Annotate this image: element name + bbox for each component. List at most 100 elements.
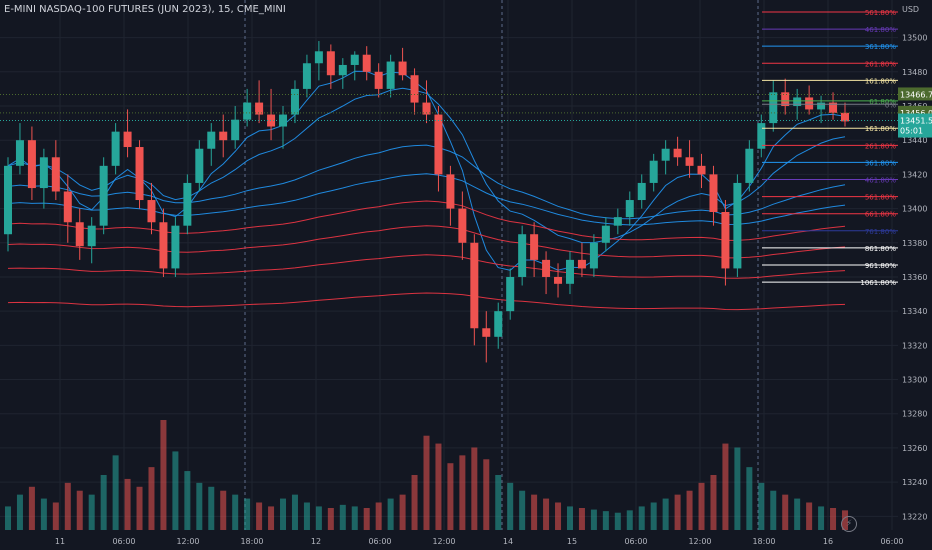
time-tick-label: 12:00 (688, 537, 711, 546)
volume-bar (590, 509, 597, 530)
volume-bar (256, 502, 263, 530)
volume-bar (136, 486, 143, 530)
fib-label: 161.80% (865, 77, 896, 85)
volume-bar (543, 498, 550, 530)
price-tick-label: 13280 (902, 410, 927, 419)
volume-bar (399, 494, 406, 530)
candle-body (446, 174, 455, 209)
volume-bar (411, 475, 418, 530)
volume-bar (686, 490, 693, 530)
price-tick-label: 13400 (902, 205, 927, 214)
grid-lines (0, 0, 898, 530)
volume-bar (339, 504, 346, 530)
candle-body (601, 225, 610, 243)
candle-body (649, 160, 658, 183)
candle-body (841, 112, 849, 122)
candle-body (769, 92, 778, 124)
fib-label: 161.80% (865, 125, 896, 133)
time-tick-label: 12:00 (432, 537, 455, 546)
volume-bar (722, 443, 729, 530)
fib-label: 761.80% (865, 228, 896, 236)
ema-line (7, 200, 846, 241)
fib-label: 361.80% (865, 159, 896, 167)
volume-bar (423, 435, 430, 530)
volume-bar (555, 502, 562, 530)
volume-bar (447, 463, 454, 530)
price-tick-label: 13320 (902, 341, 927, 350)
candle-body (267, 114, 276, 127)
candle-body (219, 131, 228, 141)
volume-bar (351, 506, 358, 530)
volume-bar (16, 494, 23, 530)
time-tick-label: 18:00 (752, 537, 775, 546)
candle-body (685, 157, 694, 166)
volume-bar (64, 482, 71, 530)
candle-body (805, 97, 814, 110)
candle-body (530, 234, 539, 260)
candle-body (554, 276, 563, 284)
fib-label: 961.80% (865, 262, 896, 270)
fib-label: 361.80% (865, 43, 896, 51)
candle-body (506, 276, 515, 312)
ema-line (7, 173, 846, 226)
candle-body (147, 200, 156, 223)
volume-bar (566, 506, 573, 530)
volume-bar (483, 459, 490, 530)
candle-body (314, 51, 323, 64)
volume-bar (698, 482, 705, 530)
candle-body (793, 97, 802, 106)
candle-body (231, 119, 240, 141)
candle-body (410, 75, 419, 103)
lightning-icon[interactable]: ⚡ (841, 516, 857, 532)
candle-body (745, 148, 754, 183)
fib-label: 461.80% (865, 26, 896, 34)
candle-body (207, 131, 216, 149)
candle-body (111, 131, 120, 166)
candle-body (494, 311, 503, 337)
candle-body (15, 140, 24, 166)
candle-body (709, 174, 718, 212)
level-2-tag-text: 13456.00 (900, 109, 932, 118)
candle-body (386, 61, 395, 89)
time-tick-label: 06:00 (368, 537, 391, 546)
fib-label: 61.80% (869, 98, 896, 106)
candle-body (27, 140, 36, 189)
price-tick-label: 13440 (902, 136, 927, 145)
volume-bar (363, 508, 370, 530)
currency-label: USD (902, 5, 919, 14)
candle-body (350, 54, 359, 65)
volume-bar (5, 506, 11, 530)
fib-label: 1061.80% (860, 279, 896, 287)
candle-body (243, 102, 252, 120)
candle-body (75, 222, 84, 247)
volume-bar (52, 502, 59, 530)
candle-body (613, 217, 622, 226)
volume-bar (208, 486, 215, 530)
candle-body (290, 88, 299, 115)
ema-line (7, 225, 846, 259)
volume-bar (818, 506, 825, 530)
volume-bar (327, 508, 334, 530)
fib-levels: 561.80% 461.80% 361.80% 261.80% 161.80% 61.80… (762, 9, 898, 287)
price-axis[interactable]: 13220 13240 13260 13280 13300 13320 13340 13360… (902, 5, 927, 521)
volume-bars (5, 420, 848, 530)
candle-body (518, 234, 527, 277)
candle-body (781, 92, 790, 106)
candle-body (171, 225, 180, 269)
candle-body (159, 222, 168, 269)
time-tick-label: 18:00 (240, 537, 263, 546)
time-tick-label: 06:00 (624, 537, 647, 546)
candle-body (661, 148, 670, 161)
time-axis[interactable]: 11 06:00 12:00 18:00 12 06:00 12:00 14 15 06:00 12… (55, 537, 904, 546)
candle-body (302, 63, 311, 89)
ema-line (7, 144, 846, 220)
chart-title: E-MINI NASDAQ-100 FUTURES (JUN 2023), 15… (4, 4, 286, 15)
time-tick-label: 12 (311, 537, 321, 546)
volume-bar (28, 486, 35, 530)
candle-body (589, 242, 598, 269)
candle-body (565, 259, 574, 284)
candle-body (195, 148, 204, 183)
price-tick-label: 13420 (902, 170, 927, 179)
volume-bar (674, 494, 681, 530)
